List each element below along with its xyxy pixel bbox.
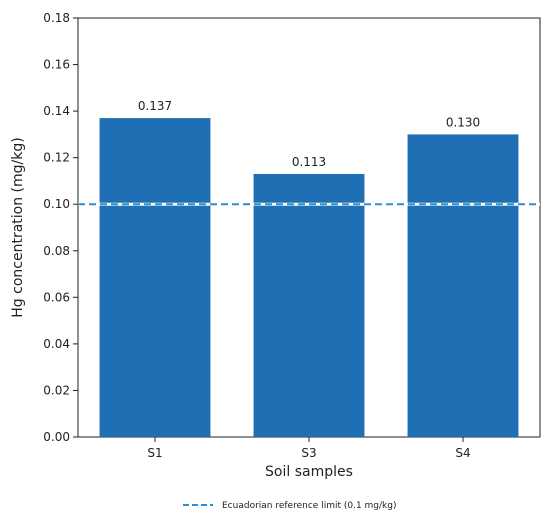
y-tick-label: 0.10: [43, 197, 70, 211]
data-label-s4: 0.130: [446, 115, 480, 129]
y-tick-label: 0.02: [43, 383, 70, 397]
y-axis-title: Hg concentration (mg/kg): [10, 137, 26, 317]
data-label-s1: 0.137: [138, 99, 172, 113]
x-axis: S1 S3 S4: [147, 437, 471, 460]
y-tick-label: 0.00: [43, 430, 70, 444]
x-tick-label: S4: [455, 446, 470, 460]
y-tick-label: 0.16: [43, 58, 70, 72]
bar-s1: [99, 118, 211, 437]
y-axis: 0.00 0.02 0.04 0.06 0.08 0.10 0.12 0.14 0.16 0.18: [43, 11, 78, 444]
data-label-s3: 0.113: [292, 155, 326, 169]
y-tick-label: 0.08: [43, 244, 70, 258]
y-tick-label: 0.18: [43, 11, 70, 25]
legend-label: Ecuadorian reference limit (0.1 mg/kg): [222, 501, 396, 511]
x-tick-label: S3: [301, 446, 316, 460]
data-labels: 0.137 0.113 0.130: [138, 99, 480, 169]
y-tick-label: 0.12: [43, 151, 70, 165]
bar-s4: [407, 134, 519, 437]
y-tick-label: 0.06: [43, 290, 70, 304]
y-tick-label: 0.14: [43, 104, 70, 118]
bar-series: [99, 118, 519, 437]
legend: Ecuadorian reference limit (0.1 mg/kg): [183, 501, 396, 511]
bar-s3: [253, 173, 365, 437]
x-tick-label: S1: [147, 446, 162, 460]
y-tick-label: 0.04: [43, 337, 70, 351]
x-axis-title: Soil samples: [265, 464, 353, 480]
